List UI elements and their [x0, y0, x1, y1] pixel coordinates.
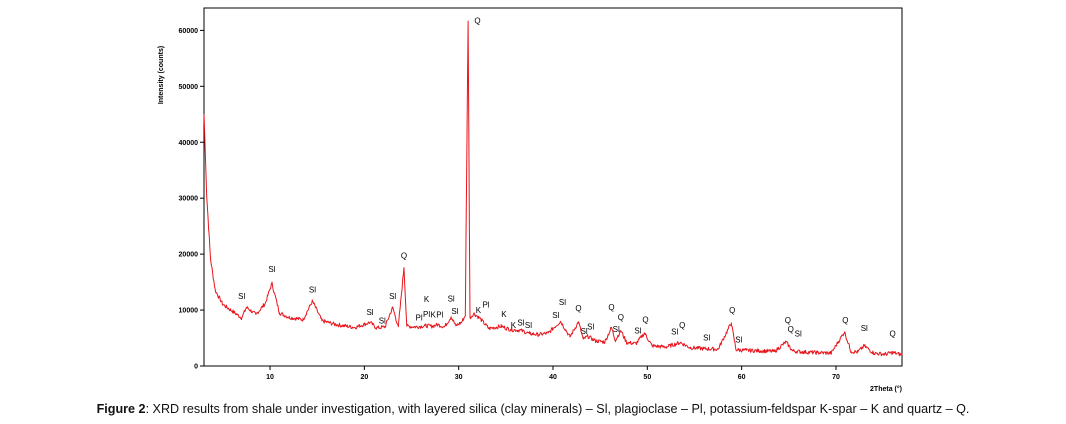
peak-label: Q [618, 313, 624, 322]
peak-label: Q [575, 304, 581, 313]
peak-label: Sl [559, 298, 566, 307]
y-tick-label: 20000 [179, 252, 199, 259]
peak-label: Q [401, 252, 407, 261]
x-axis-label: 2Theta (°) [870, 385, 902, 393]
caption-text: : XRD results from shale under investiga… [145, 402, 970, 416]
peak-label: K [476, 306, 482, 315]
x-tick-label: 10 [266, 374, 274, 381]
y-tick-label: 60000 [179, 28, 199, 35]
y-tick-label: 0 [194, 364, 198, 371]
peak-label: Pl [423, 310, 430, 319]
y-axis-label: Intensity (counts) [158, 46, 165, 104]
peak-label: Sl [448, 295, 455, 304]
peak-label: Sl [379, 316, 386, 325]
peak-label: Sl [703, 333, 710, 342]
peak-label: K [431, 310, 437, 319]
peak-label: Sl [517, 319, 524, 328]
peak-label: Pl [482, 300, 489, 309]
peak-label: Sl [795, 329, 802, 338]
peak-label: Sl [581, 327, 588, 336]
x-tick-label: 40 [549, 374, 557, 381]
peak-label: K [424, 295, 430, 304]
peak-label: Sl [525, 321, 532, 330]
y-tick-label: 50000 [179, 84, 199, 91]
peak-label: Sl [671, 328, 678, 337]
peak-label: Q [679, 321, 685, 330]
peak-label: Sl [238, 292, 245, 301]
peak-label: Pl [436, 310, 443, 319]
plot-area: 10 20 30 40 50 60 70 0 10000 20000 30000 40000 50000… [179, 7, 903, 381]
peak-label: Pl [415, 314, 422, 323]
caption-label: Figure 2 [96, 402, 146, 416]
peak-label: Sl [861, 324, 868, 333]
peak-label: Sl [309, 286, 316, 295]
peak-label: Sl [552, 311, 559, 320]
peak-label: Q [842, 316, 848, 325]
peak-label: Sl [587, 323, 594, 332]
x-tick-label: 60 [738, 374, 746, 381]
x-tick-label: 50 [643, 374, 651, 381]
x-tick-label: 30 [455, 374, 463, 381]
peak-label: Q [889, 329, 895, 338]
peak-label: Q [642, 315, 648, 324]
peak-label: Sl [451, 307, 458, 316]
peak-label: Sl [634, 327, 641, 336]
peak-label: Q [474, 17, 480, 26]
y-tick-label: 10000 [179, 308, 199, 315]
peak-label: Q [608, 303, 614, 312]
xrd-series-line [203, 20, 903, 357]
x-tick-label: 20 [360, 374, 368, 381]
y-tick-label: 40000 [179, 140, 199, 147]
peak-label: Q [788, 325, 794, 334]
peak-label: Sl [366, 308, 373, 317]
peak-label: K [501, 310, 507, 319]
y-tick-label: 30000 [179, 196, 199, 203]
peak-label: Sl [613, 325, 620, 334]
peak-label: K [511, 321, 517, 330]
figure-caption: Figure 2: XRD results from shale under i… [0, 402, 1066, 416]
peak-label: Sl [389, 292, 396, 301]
x-tick-label: 70 [832, 374, 840, 381]
peak-label: Q [785, 316, 791, 325]
peak-label: Q [729, 306, 735, 315]
peak-label: Sl [735, 336, 742, 345]
peak-label: Sl [268, 265, 275, 274]
